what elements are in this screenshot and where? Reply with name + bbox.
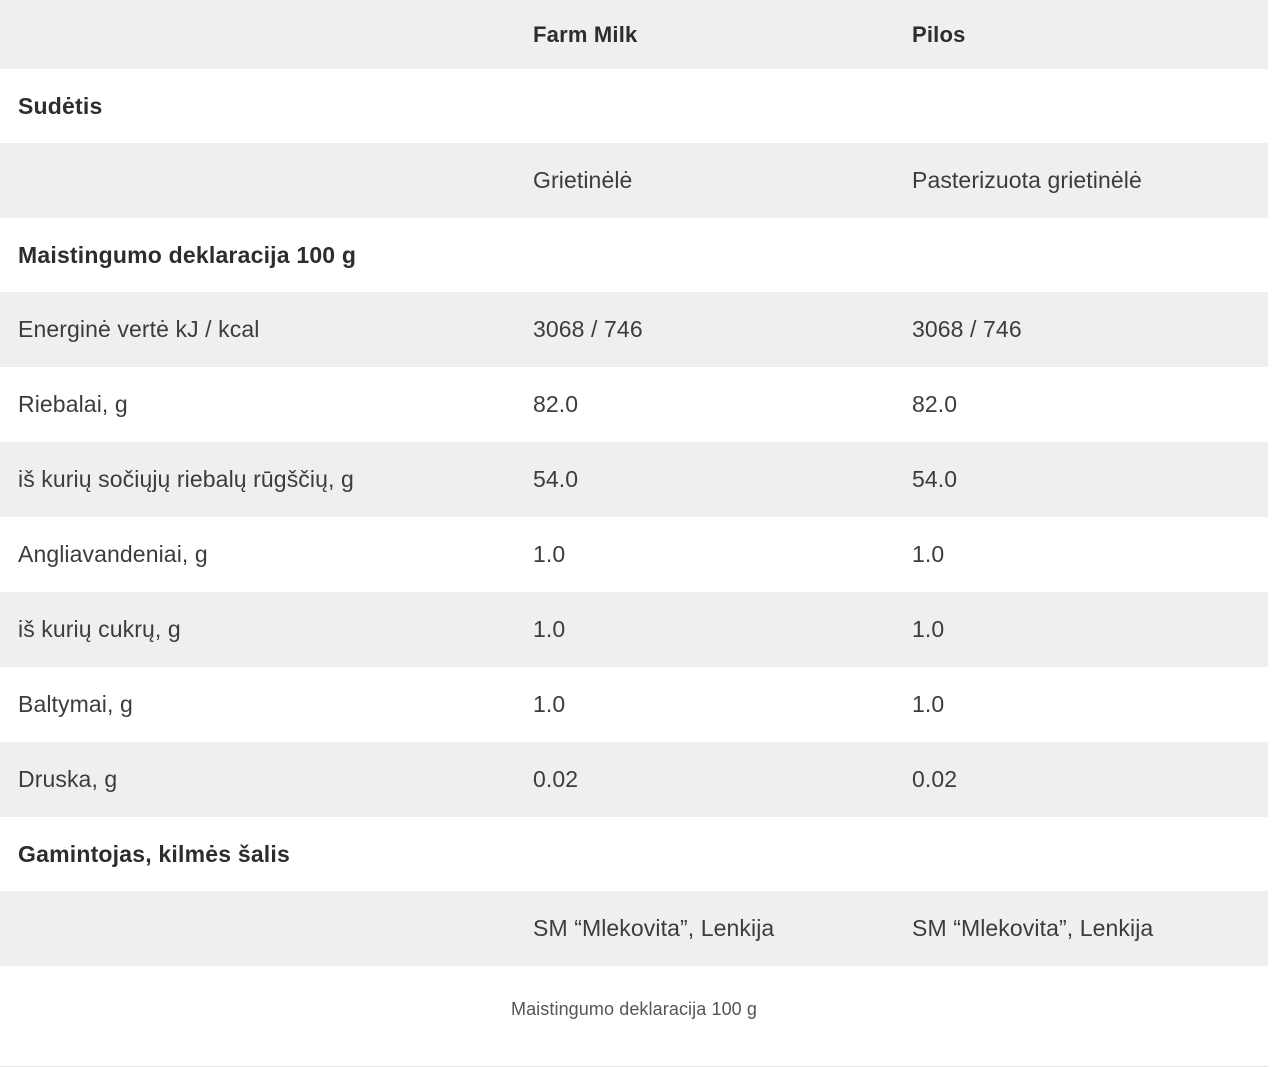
row-label: Energinė vertė kJ / kcal — [18, 316, 260, 343]
section-header-sudetis: Sudėtis — [0, 69, 1268, 143]
row-value-pilos: 82.0 — [912, 391, 958, 418]
table-row: Grietinėlė Pasterizuota grietinėlė — [0, 143, 1268, 218]
row-value-pilos: 0.02 — [912, 766, 958, 793]
row-label: iš kurių cukrų, g — [18, 616, 181, 643]
row-value-pilos: 1.0 — [912, 616, 945, 643]
row-value-pilos: 1.0 — [912, 541, 945, 568]
table-row: Baltymai, g 1.0 1.0 — [0, 667, 1268, 742]
row-value-pilos: Pasterizuota grietinėlė — [912, 167, 1142, 194]
table-row: Riebalai, g 82.0 82.0 — [0, 367, 1268, 442]
section-title-text: Maistingumo deklaracija 100 g — [18, 241, 357, 268]
section-header-maistingumo-deklaracija: Maistingumo deklaracija 100 g — [0, 218, 1268, 292]
table-footer: Maistingumo deklaracija 100 g — [0, 966, 1268, 1067]
table-row: iš kurių sočiųjų riebalų rūgščių, g 54.0… — [0, 442, 1268, 517]
row-value-pilos: 54.0 — [912, 466, 958, 493]
table-row: Energinė vertė kJ / kcal 3068 / 746 3068… — [0, 292, 1268, 367]
table-header-row: Farm Milk Pilos — [0, 0, 1268, 69]
row-value-farm-milk: 82.0 — [533, 391, 579, 418]
row-value-farm-milk: Grietinėlė — [533, 167, 633, 194]
row-value-pilos: 1.0 — [912, 691, 945, 718]
table-row: Angliavandeniai, g 1.0 1.0 — [0, 517, 1268, 592]
row-value-pilos: 3068 / 746 — [912, 316, 1022, 343]
header-cell-farm-milk: Farm Milk — [533, 21, 638, 47]
row-value-farm-milk: SM “Mlekovita”, Lenkija — [533, 915, 775, 942]
row-value-farm-milk: 3068 / 746 — [533, 316, 643, 343]
row-value-pilos: SM “Mlekovita”, Lenkija — [912, 915, 1154, 942]
section-title-text: Sudėtis — [18, 92, 103, 119]
row-label: iš kurių sočiųjų riebalų rūgščių, g — [18, 466, 354, 493]
section-header-gamintojas: Gamintojas, kilmės šalis — [0, 817, 1268, 891]
row-label: Druska, g — [18, 766, 118, 793]
table-row: SM “Mlekovita”, Lenkija SM “Mlekovita”, … — [0, 891, 1268, 966]
table-row: Druska, g 0.02 0.02 — [0, 742, 1268, 817]
row-label: Baltymai, g — [18, 691, 133, 718]
row-value-farm-milk: 1.0 — [533, 541, 566, 568]
row-label: Riebalai, g — [18, 391, 128, 418]
row-label: Angliavandeniai, g — [18, 541, 208, 568]
row-value-farm-milk: 0.02 — [533, 766, 579, 793]
table-row: iš kurių cukrų, g 1.0 1.0 — [0, 592, 1268, 667]
row-value-farm-milk: 1.0 — [533, 616, 566, 643]
row-value-farm-milk: 54.0 — [533, 466, 579, 493]
header-cell-pilos: Pilos — [912, 21, 966, 47]
row-value-farm-milk: 1.0 — [533, 691, 566, 718]
table-caption: Maistingumo deklaracija 100 g — [510, 998, 758, 1019]
section-title-text: Gamintojas, kilmės šalis — [18, 840, 290, 867]
